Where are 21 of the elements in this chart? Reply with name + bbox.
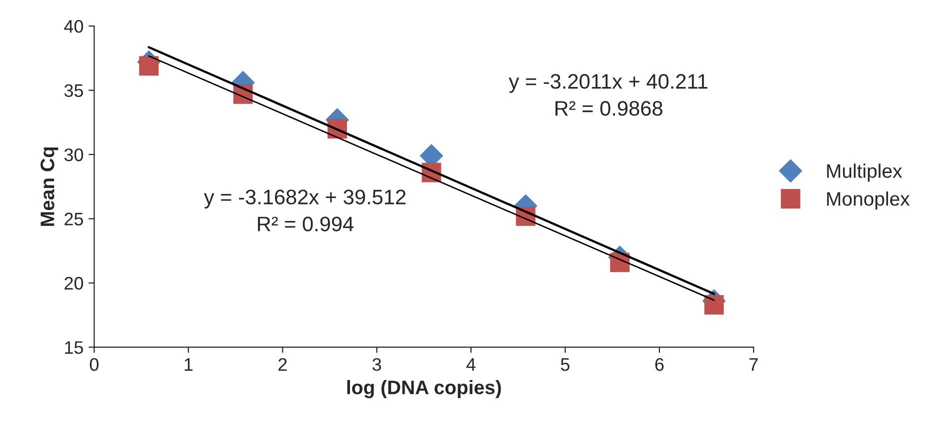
point [139,56,159,76]
y-tick-label: 40 [64,20,84,33]
x-tick-label: 4 [466,358,476,371]
legend-label: Monoplex [827,191,910,210]
x-tick-label: 3 [372,358,382,371]
y-tick-label: 15 [65,341,84,354]
annotation: y = -3.1682x + 39.512 R² = 0.994 [204,190,406,232]
y-tick-label: 35 [64,84,84,97]
y-tick-label: 30 [64,148,84,162]
y-axis-title: Mean Cq [40,147,58,226]
y-tick-label: 20 [64,276,84,290]
y-tick-label: 25 [64,212,84,226]
x-tick-label: 2 [278,358,287,371]
annotation: y = -3.2011x + 40.211 R² = 0.9868 [508,74,708,116]
x-axis-title: log (DNA copies) [347,380,501,398]
x-tick-label: 5 [560,358,570,371]
x-tick-label: 7 [750,358,758,371]
x-tick-label: 1 [184,358,193,371]
x-tick-label: 0 [90,358,99,371]
x-tick-label: 6 [655,358,664,371]
legend-label: Multiplex [827,164,902,182]
